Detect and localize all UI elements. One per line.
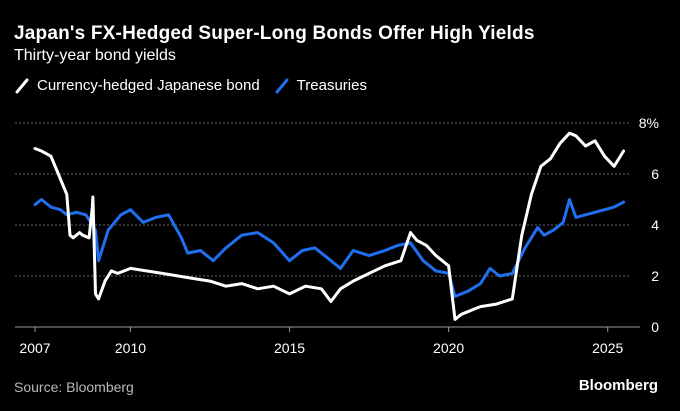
legend-item-japan: Currency-hedged Japanese bond	[14, 77, 260, 94]
x-tick-label-2015: 2015	[274, 340, 305, 356]
chart-title: Japan's FX-Hedged Super-Long Bonds Offer…	[14, 23, 535, 44]
source-note: Source: Bloomberg	[14, 379, 134, 395]
slash-line-icon	[274, 78, 290, 94]
legend-item-treasuries: Treasuries	[274, 77, 367, 94]
series-line-japan	[33, 131, 626, 321]
chart-subtitle: Thirty-year bond yields	[14, 47, 176, 64]
bloomberg-logo: Bloomberg	[578, 377, 658, 394]
y-tick-label-2: 2	[651, 268, 659, 284]
y-tick-label-4: 4	[651, 217, 659, 233]
x-tick-label-2020: 2020	[433, 340, 464, 356]
legend-label-treasuries: Treasuries	[296, 77, 367, 94]
x-tick-label-2010: 2010	[115, 340, 146, 356]
legend: Currency-hedged Japanese bond Treasuries	[14, 77, 381, 94]
x-tick-label-2007: 2007	[19, 340, 50, 356]
y-tick-label-6: 6	[651, 166, 659, 182]
series-line-treasuries	[33, 198, 626, 298]
y-tick-label-0: 0	[651, 319, 659, 335]
y-tick-label-8: 8%	[639, 115, 659, 131]
slash-line-icon	[14, 78, 30, 94]
legend-label-japan: Currency-hedged Japanese bond	[37, 77, 260, 94]
x-tick-label-2025: 2025	[592, 340, 623, 356]
